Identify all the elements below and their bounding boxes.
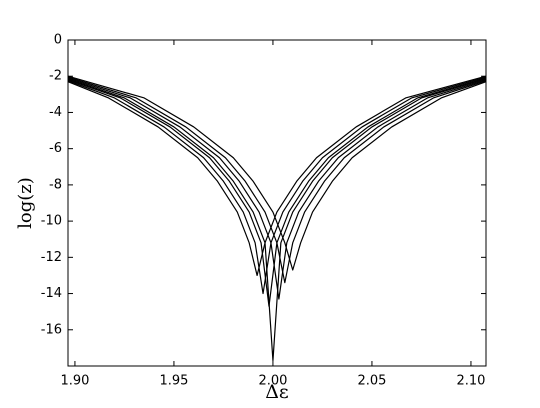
curve — [67, 76, 487, 295]
y-tick-label: -8 — [49, 177, 62, 192]
x-tick-label: 1.90 — [60, 374, 89, 389]
curve — [67, 77, 487, 307]
y-tick-label: -10 — [41, 214, 62, 229]
curve — [67, 78, 487, 362]
y-axis-label: log(z) — [15, 177, 36, 229]
y-tick-label: -4 — [49, 105, 62, 120]
y-tick-label: -12 — [41, 250, 62, 265]
curve — [67, 75, 487, 271]
x-tick-label: 2.05 — [357, 374, 386, 389]
x-tick-label: 2.00 — [258, 374, 287, 389]
x-tick-label: 1.95 — [159, 374, 188, 389]
x-tick-label: 2.10 — [456, 374, 485, 389]
y-tick-label: -6 — [49, 141, 62, 156]
curve — [67, 75, 487, 277]
y-tick-label: -16 — [41, 322, 62, 337]
plot-frame — [67, 39, 487, 367]
y-tick-label: -14 — [41, 286, 62, 301]
y-tick-label: -2 — [49, 69, 62, 84]
curve — [67, 77, 487, 300]
x-axis-label: Δε — [265, 381, 289, 403]
curve — [67, 76, 487, 284]
y-tick-label: 0 — [54, 33, 62, 48]
